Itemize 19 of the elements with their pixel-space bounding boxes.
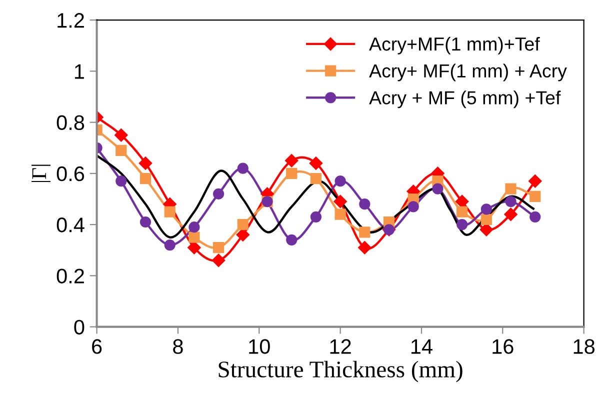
legend-label: Acry+ MF(1 mm) + Acry [369, 64, 567, 82]
x-tick-label: 18 [574, 339, 595, 354]
x-axis-title: Structure Thickness (mm) [218, 360, 462, 382]
x-tick-label: 16 [492, 339, 514, 354]
y-tick-label: 0.6 [56, 166, 84, 182]
y-tick-label: 0.2 [56, 268, 84, 284]
x-tick-label: 6 [92, 339, 102, 354]
legend-label: Acry+MF(1 mm)+Tef [369, 36, 540, 54]
x-tick-label: 10 [249, 339, 270, 354]
y-tick-label: 0 [74, 320, 84, 335]
x-tick-label: 12 [330, 339, 351, 354]
y-tick-label: 1.2 [58, 13, 84, 28]
y-tick-label: 0.4 [56, 218, 84, 232]
x-tick-label: 14 [411, 339, 432, 354]
y-tick-label: 1 [75, 64, 84, 79]
y-tick-label: 0.8 [56, 115, 84, 130]
x-tick-label: 8 [173, 339, 183, 354]
legend-label: Acry + MF (5 mm) +Tef [369, 90, 561, 108]
y-axis-title: |Γ| [32, 164, 50, 182]
